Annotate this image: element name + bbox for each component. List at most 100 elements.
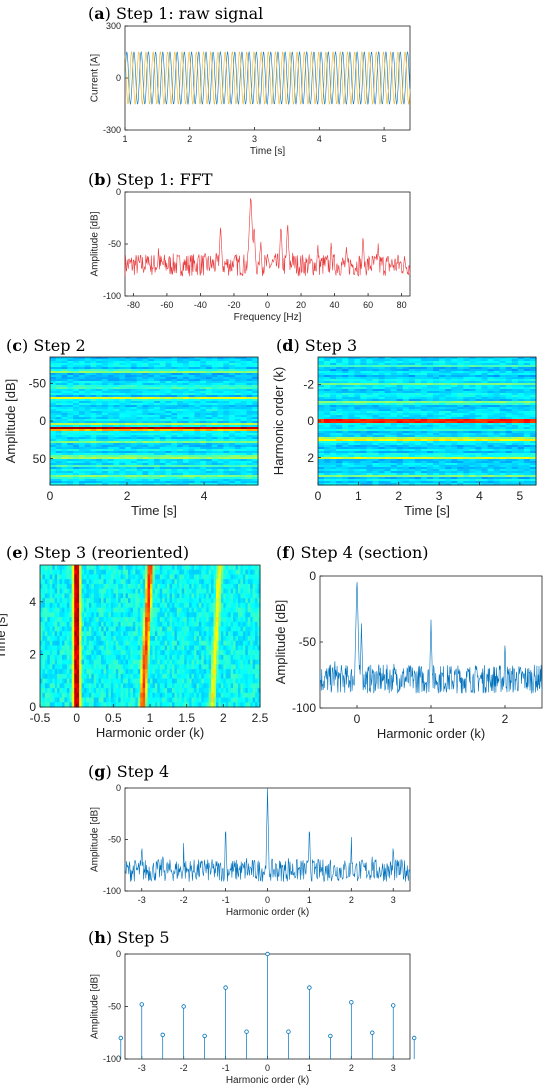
heatmap-cell — [177, 443, 184, 446]
heatmap-cell — [360, 467, 368, 470]
heatmap-cell — [206, 391, 213, 394]
heatmap-cell — [511, 471, 519, 474]
heatmap-cell — [330, 375, 337, 378]
heatmap-cell — [67, 369, 74, 372]
heatmap-cell — [223, 411, 230, 414]
heatmap-cell — [130, 405, 138, 408]
heatmap-cell — [408, 363, 416, 366]
heatmap-cell — [463, 441, 470, 444]
heatmap-cell — [499, 375, 507, 378]
heatmap-cell — [420, 479, 428, 482]
heatmap-cell — [318, 379, 325, 382]
heatmap-cell — [348, 463, 355, 466]
heatmap-cell — [130, 463, 138, 466]
heatmap-cell — [200, 467, 207, 470]
heatmap-cell — [372, 479, 380, 482]
y-tick-label: -100 — [292, 701, 316, 715]
heatmap-cell — [324, 417, 331, 420]
heatmap-cell — [499, 461, 507, 464]
heatmap-cell — [420, 431, 428, 434]
heatmap-cell — [414, 421, 422, 424]
heatmap-cell — [469, 359, 477, 362]
heatmap-cell — [445, 361, 452, 364]
heatmap-cell — [211, 395, 219, 398]
heatmap-cell — [50, 413, 57, 416]
heatmap-cell — [211, 425, 219, 428]
heatmap-cell — [223, 471, 230, 474]
heatmap-cell — [402, 413, 410, 416]
heatmap-cell — [517, 441, 525, 444]
heatmap-cell — [469, 367, 477, 370]
heatmap-cell — [402, 369, 410, 372]
heatmap-cell — [336, 439, 343, 442]
heatmap-cell — [96, 411, 103, 414]
heatmap-cell — [523, 481, 531, 484]
heatmap-cell — [194, 445, 201, 448]
heatmap-cell — [73, 473, 80, 476]
heatmap-cell — [102, 463, 109, 466]
heatmap-cell — [433, 393, 440, 396]
heatmap-cell — [90, 465, 97, 468]
heatmap-cell — [354, 371, 361, 374]
heatmap-cell — [445, 451, 452, 454]
heatmap-cell — [427, 409, 434, 412]
heatmap-cell — [90, 447, 97, 450]
heatmap-cell — [366, 393, 374, 396]
heatmap-cell — [84, 429, 92, 432]
heatmap-cell — [42, 588, 46, 594]
heatmap-cell — [54, 588, 58, 594]
heatmap-cell — [336, 413, 343, 416]
heatmap-cell — [457, 453, 464, 456]
heatmap-cell — [42, 607, 46, 613]
heatmap-cell — [113, 399, 120, 402]
heatmap-cell — [499, 435, 507, 438]
heatmap-cell — [420, 393, 428, 396]
heatmap-cell — [125, 359, 132, 362]
heatmap-cell — [211, 379, 219, 382]
heatmap-cell — [136, 457, 144, 460]
heatmap-cell — [194, 435, 201, 438]
heatmap-cell — [61, 443, 68, 446]
heatmap-cell — [67, 461, 74, 464]
heatmap-cell — [223, 449, 230, 452]
heatmap-cell — [330, 365, 337, 368]
heatmap-cell — [354, 407, 361, 410]
heatmap-cell — [223, 443, 230, 446]
heatmap-cell — [234, 475, 242, 478]
heatmap-cell — [354, 381, 361, 384]
heatmap-cell — [171, 399, 178, 402]
heatmap-cell — [188, 465, 196, 468]
heatmap-cell — [142, 437, 149, 440]
heatmap-cell — [505, 451, 513, 454]
heatmap-cell — [130, 377, 138, 380]
heatmap-cell — [517, 377, 525, 380]
heatmap-cell — [463, 359, 470, 362]
heatmap-cell — [481, 471, 489, 474]
heatmap-cell — [211, 357, 219, 360]
heatmap-cell — [252, 421, 259, 424]
heatmap-cell — [42, 579, 46, 585]
heatmap-cell — [330, 381, 337, 384]
heatmap-cell — [229, 361, 236, 364]
heatmap-cell — [223, 473, 230, 476]
heatmap-cell — [240, 463, 248, 466]
heatmap-cell — [324, 483, 331, 486]
heatmap-cell — [130, 399, 138, 402]
heatmap-cell — [469, 375, 477, 378]
heatmap-cell — [366, 479, 374, 482]
heatmap-cell — [90, 389, 97, 392]
heatmap-cell — [73, 439, 80, 442]
heatmap-cell — [125, 407, 132, 410]
heatmap-cell — [505, 379, 513, 382]
heatmap-cell — [475, 457, 483, 460]
heatmap-cell — [96, 461, 103, 464]
heatmap-cell — [342, 383, 349, 386]
heatmap-cell — [439, 413, 446, 416]
heatmap-cell — [182, 447, 190, 450]
heatmap-cell — [408, 417, 416, 420]
heatmap-cell — [52, 588, 56, 594]
heatmap-cell — [372, 359, 380, 362]
heatmap-cell — [40, 688, 44, 694]
heatmap-cell — [324, 399, 331, 402]
heatmap-cell — [408, 469, 416, 472]
